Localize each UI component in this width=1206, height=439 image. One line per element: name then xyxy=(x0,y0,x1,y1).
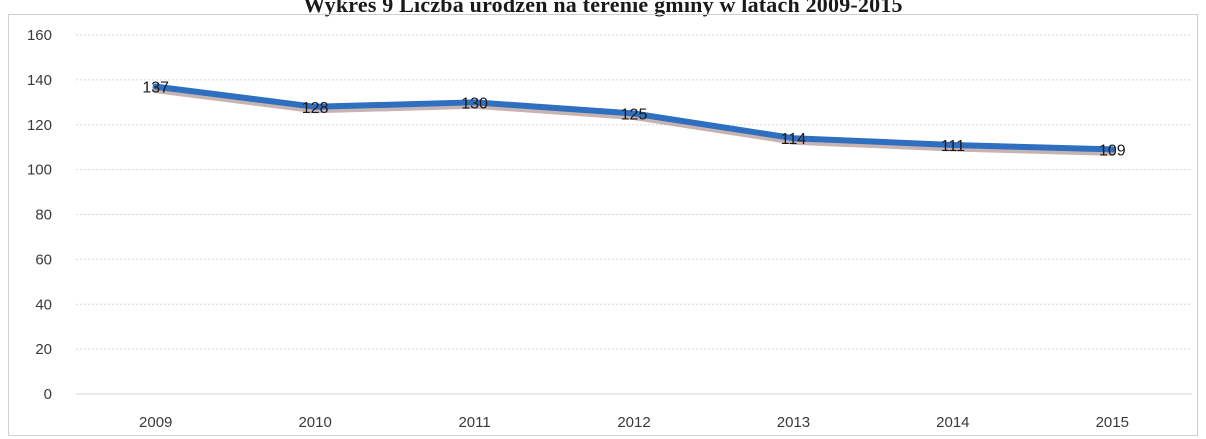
data-labels: 137 128 130 125 114 111 109 xyxy=(142,80,1125,160)
y-axis-ticks: 0 20 40 60 80 100 120 140 160 xyxy=(27,27,52,403)
chart-title: Wykres 9 Liczba urodzeń na terenie gminy… xyxy=(303,0,903,17)
gridlines xyxy=(76,34,1192,395)
series-group xyxy=(152,83,1116,156)
data-label: 125 xyxy=(621,107,648,124)
data-point xyxy=(1109,146,1116,153)
data-point xyxy=(152,83,159,90)
x-tick-label: 2012 xyxy=(617,414,650,431)
x-tick-label: 2009 xyxy=(139,414,172,431)
y-tick-label: 100 xyxy=(27,162,52,179)
y-tick-label: 40 xyxy=(35,296,52,313)
data-point xyxy=(949,141,956,148)
data-label: 114 xyxy=(781,131,807,148)
data-label: 137 xyxy=(142,80,169,97)
y-tick-label: 160 xyxy=(27,27,52,44)
x-tick-label: 2014 xyxy=(936,414,969,431)
x-axis-ticks: 2009 2010 2011 2012 2013 2014 2015 xyxy=(139,414,1129,431)
x-tick-label: 2011 xyxy=(458,414,490,431)
data-point xyxy=(471,99,478,106)
x-tick-label: 2013 xyxy=(777,414,810,431)
x-tick-label: 2015 xyxy=(1096,414,1129,431)
data-point xyxy=(631,110,637,117)
y-tick-label: 60 xyxy=(35,251,52,268)
x-tick-label: 2010 xyxy=(298,414,331,431)
y-tick-label: 20 xyxy=(35,341,52,358)
data-point xyxy=(790,135,797,142)
data-label: 130 xyxy=(461,95,488,112)
y-tick-label: 120 xyxy=(27,117,52,134)
data-label: 128 xyxy=(302,100,329,117)
data-label: 111 xyxy=(941,138,965,155)
y-tick-label: 80 xyxy=(35,207,52,224)
data-point xyxy=(312,103,319,110)
y-tick-label: 140 xyxy=(27,72,52,89)
y-tick-label: 0 xyxy=(44,386,52,403)
chart-frame xyxy=(8,14,1198,436)
data-label: 109 xyxy=(1099,142,1126,159)
